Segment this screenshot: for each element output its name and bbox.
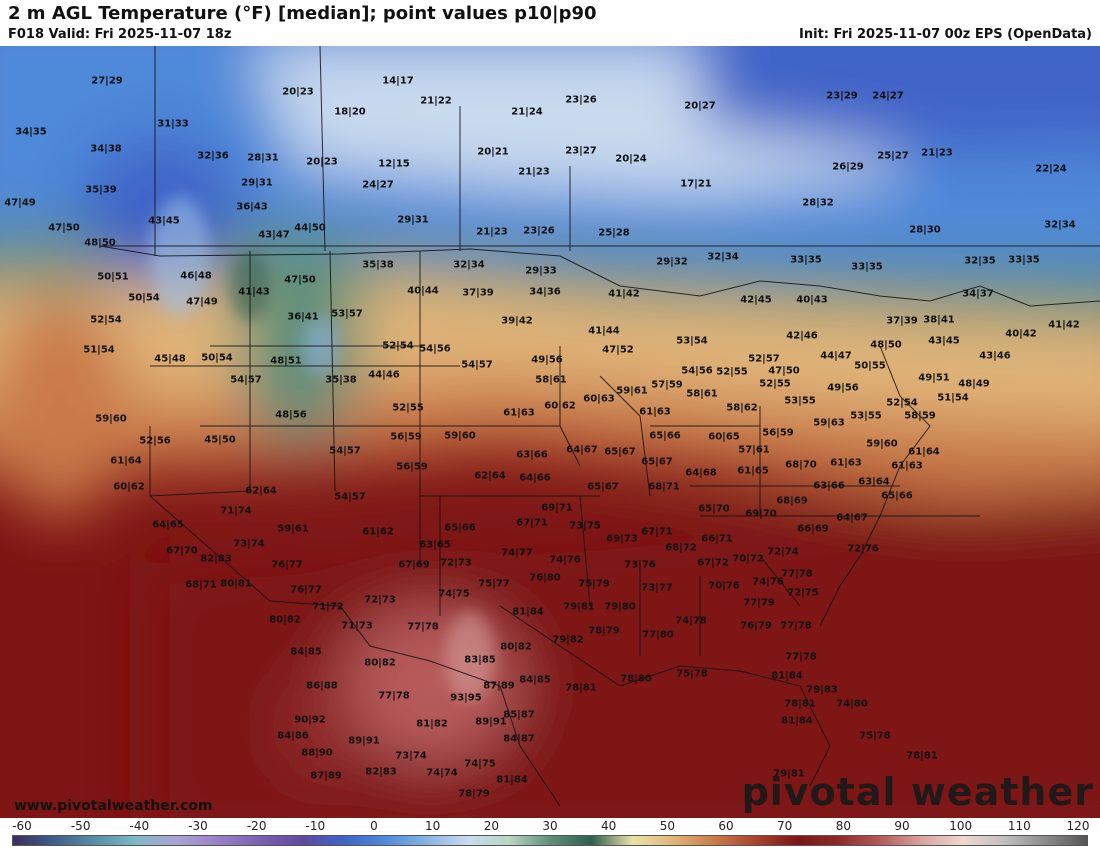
scale-tick-label: 100 [949,819,973,833]
scale-tick-label: -30 [188,819,208,833]
scale-tick-label: 10 [425,819,441,833]
scale-tick-label: 110 [1007,819,1031,833]
page-title: 2 m AGL Temperature (°F) [median]; point… [8,3,597,24]
scale-tick-label: -10 [305,819,326,833]
valid-time: F018 Valid: Fri 2025-11-07 18z [8,27,232,42]
color-scale: -60 -50 -40 -30 -20 -10 0 10 20 30 40 50 60 70 80 90 100… [0,818,1100,850]
boundaries [99,46,1100,807]
init-time: Init: Fri 2025-11-07 00z EPS (OpenData) [799,27,1092,42]
website-label: www.pivotalweather.com [14,798,213,814]
scale-tick-label: -20 [246,819,267,833]
scale-tick-label: -50 [70,819,91,833]
scale-tick-label: 120 [1066,819,1090,833]
scale-tick-label: 40 [601,819,617,833]
map-canvas [0,46,1100,818]
color-scale-bar [12,835,1088,846]
scale-tick-label: -40 [129,819,150,833]
scale-tick-label: 30 [542,819,558,833]
temperature-map[interactable] [0,46,1100,818]
temperature-field [0,46,1100,818]
scale-tick-label: 80 [835,819,851,833]
scale-tick-label: 90 [894,819,910,833]
scale-tick-label: 0 [370,819,378,833]
header: 2 m AGL Temperature (°F) [median]; point… [0,0,1100,46]
scale-tick-label: 60 [718,819,734,833]
brand-logo: pivotal weather [741,770,1094,814]
scale-tick-label: 20 [483,819,499,833]
scale-tick-label: 70 [777,819,793,833]
scale-tick-label: -60 [12,819,32,833]
scale-tick-label: 50 [659,819,675,833]
